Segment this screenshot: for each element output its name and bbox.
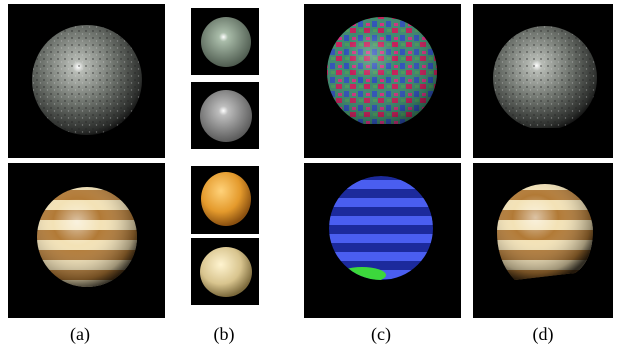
- page: (a) (b) (c) (d) ((): [0, 0, 619, 348]
- panel-label: (d): [533, 324, 554, 345]
- panel-d: (d): [473, 4, 613, 345]
- sphere-shading: [37, 187, 137, 287]
- panel-label: (c): [371, 324, 391, 345]
- sphere: [201, 172, 251, 226]
- panel-a: (a): [8, 4, 165, 345]
- panel-b: (b): [191, 8, 259, 345]
- sphere-shading: [497, 184, 593, 280]
- stone-texture: [32, 25, 142, 135]
- sphere: [200, 247, 252, 297]
- figure: (a) (b) (c) (d): [0, 0, 619, 348]
- sphere: [200, 90, 252, 142]
- panel-label: (a): [70, 324, 90, 345]
- sphere-shading: [327, 17, 437, 127]
- sphere: [201, 17, 251, 67]
- stone-texture: [493, 26, 597, 130]
- panel-label: (b): [214, 324, 235, 345]
- blue-sphere: [329, 176, 433, 280]
- panel-c: (c): [304, 4, 461, 345]
